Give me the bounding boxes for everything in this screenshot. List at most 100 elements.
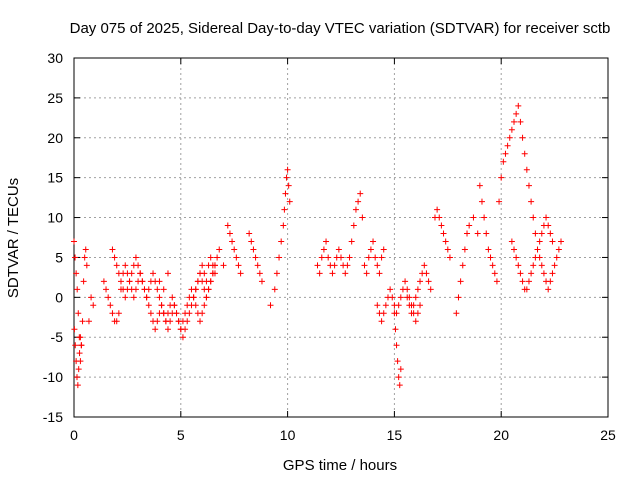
data-point xyxy=(397,294,404,301)
data-point xyxy=(370,238,377,245)
data-point xyxy=(459,262,466,269)
data-point xyxy=(412,294,419,301)
data-point xyxy=(414,310,421,317)
data-point xyxy=(100,278,107,285)
data-point xyxy=(374,262,381,269)
data-point xyxy=(523,286,530,293)
y-tick-label: -15 xyxy=(43,409,63,425)
data-point xyxy=(519,134,526,141)
data-point xyxy=(387,286,394,293)
data-point xyxy=(335,246,342,253)
data-point xyxy=(164,310,171,317)
data-point xyxy=(113,318,120,325)
data-point xyxy=(83,262,90,269)
data-point xyxy=(82,246,89,253)
data-point xyxy=(75,366,82,373)
x-tick-label: 25 xyxy=(600,427,616,443)
data-point xyxy=(122,262,129,269)
y-tick-label: 20 xyxy=(47,130,63,146)
plot-frame xyxy=(73,57,609,418)
data-point xyxy=(160,286,167,293)
data-point xyxy=(132,286,139,293)
data-point xyxy=(316,270,323,277)
data-point xyxy=(77,334,84,341)
data-point xyxy=(271,286,278,293)
data-point xyxy=(372,254,379,261)
data-point xyxy=(81,254,88,261)
data-point xyxy=(286,198,293,205)
data-point xyxy=(237,270,244,277)
data-point xyxy=(124,286,131,293)
data-point xyxy=(511,246,518,253)
data-point xyxy=(517,270,524,277)
data-point xyxy=(455,294,462,301)
data-point xyxy=(145,302,152,309)
data-point xyxy=(117,278,124,285)
data-point xyxy=(440,230,447,237)
data-point xyxy=(115,270,122,277)
data-point xyxy=(150,270,157,277)
data-point xyxy=(231,246,238,253)
data-point xyxy=(314,262,321,269)
data-point xyxy=(329,270,336,277)
data-point xyxy=(248,238,255,245)
data-point xyxy=(547,278,554,285)
data-point xyxy=(528,198,535,205)
data-point xyxy=(285,182,292,189)
data-point xyxy=(378,254,385,261)
y-tick-label: 15 xyxy=(47,170,63,186)
y-tick-label: 0 xyxy=(55,289,63,305)
data-point xyxy=(425,278,432,285)
data-point xyxy=(374,302,381,309)
data-point xyxy=(367,246,374,253)
data-point xyxy=(380,246,387,253)
data-point xyxy=(280,222,287,229)
data-point xyxy=(197,318,204,325)
data-point xyxy=(256,270,263,277)
data-point xyxy=(173,310,180,317)
data-point xyxy=(171,302,178,309)
data-point xyxy=(502,150,509,157)
data-point xyxy=(71,326,78,333)
data-point xyxy=(162,318,169,325)
data-point xyxy=(113,262,120,269)
data-point xyxy=(461,246,468,253)
data-point xyxy=(73,358,80,365)
data-point xyxy=(438,222,445,229)
data-point xyxy=(267,302,274,309)
data-point xyxy=(220,262,227,269)
data-point xyxy=(389,294,396,301)
data-point xyxy=(122,294,129,301)
data-point xyxy=(143,294,150,301)
data-point xyxy=(394,358,401,365)
x-tick-label: 20 xyxy=(493,427,509,443)
data-point xyxy=(346,254,353,261)
y-axis-label: SDTVAR / TECUs xyxy=(5,178,22,298)
data-point xyxy=(115,310,122,317)
data-point xyxy=(147,310,154,317)
y-tick-label: -10 xyxy=(43,369,63,385)
data-point xyxy=(525,278,532,285)
data-point xyxy=(76,350,83,357)
x-tick-label: 0 xyxy=(70,427,78,443)
data-point xyxy=(74,382,81,389)
data-point xyxy=(71,238,77,245)
data-point xyxy=(523,166,530,173)
data-point xyxy=(363,270,370,277)
data-point xyxy=(410,302,417,309)
data-point xyxy=(258,278,265,285)
data-point xyxy=(515,262,522,269)
data-point xyxy=(235,262,242,269)
data-point xyxy=(511,118,518,125)
y-tick-label: 10 xyxy=(47,210,63,226)
data-point xyxy=(344,262,351,269)
data-point xyxy=(530,262,537,269)
data-point xyxy=(404,286,411,293)
data-point xyxy=(182,310,189,317)
data-point xyxy=(224,222,231,229)
data-point xyxy=(396,382,403,389)
data-point xyxy=(75,310,82,317)
data-point xyxy=(154,318,161,325)
data-point xyxy=(536,238,543,245)
